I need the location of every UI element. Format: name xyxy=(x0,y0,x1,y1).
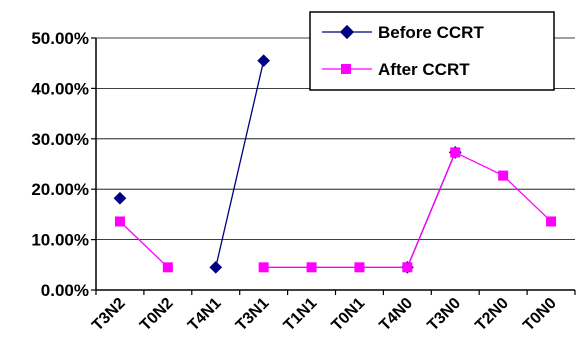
x-tick-label: T2N0 xyxy=(472,295,512,335)
series-layer xyxy=(113,54,557,274)
legend-label-after: After CCRT xyxy=(378,60,470,79)
x-tick-label: T0N2 xyxy=(137,295,177,335)
data-point xyxy=(402,262,413,273)
data-point xyxy=(114,216,125,227)
series-line-segment xyxy=(454,151,504,177)
data-point xyxy=(162,262,173,273)
data-point xyxy=(258,262,269,273)
series-line-segment xyxy=(119,220,169,268)
data-point xyxy=(209,260,223,274)
x-tick-label: T3N0 xyxy=(424,295,464,335)
y-tick-label: 0.00% xyxy=(41,281,89,300)
x-tick-label: T3N2 xyxy=(89,295,129,335)
y-tick-label: 10.00% xyxy=(31,231,89,250)
y-tick-labels: 0.00% 10.00% 20.00% 30.00% 40.00% 50.00% xyxy=(31,29,96,300)
legend-marker-after xyxy=(341,64,351,74)
x-tick-label: T0N1 xyxy=(329,295,369,335)
x-tick-labels: T3N2 T0N2 T4N1 T3N1 T1N1 T0N1 T4N0 T3N0 T2N0 T0N0 xyxy=(89,290,576,335)
data-point xyxy=(546,216,557,227)
series-line-segment xyxy=(406,152,456,268)
data-point xyxy=(450,147,461,158)
x-tick-label: T3N1 xyxy=(233,295,273,335)
series-line-segment xyxy=(215,60,265,268)
legend-label-before: Before CCRT xyxy=(378,23,484,42)
series-line-segment xyxy=(502,175,552,222)
data-point xyxy=(354,262,365,273)
y-tick-label: 20.00% xyxy=(31,180,89,199)
y-tick-label: 40.00% xyxy=(31,79,89,98)
legend-marker-before xyxy=(339,24,355,40)
x-tick-label: T0N0 xyxy=(520,295,560,335)
series-after-ccrt xyxy=(114,147,557,273)
y-tick-label: 30.00% xyxy=(31,130,89,149)
legend-box xyxy=(309,11,555,91)
data-point xyxy=(498,170,509,181)
data-point xyxy=(113,191,127,205)
x-tick-label: T4N0 xyxy=(376,295,416,335)
legend: Before CCRT After CCRT xyxy=(309,11,555,91)
y-tick-label: 50.00% xyxy=(31,29,89,48)
data-point xyxy=(257,54,271,68)
data-point xyxy=(306,262,317,273)
x-tick-label: T1N1 xyxy=(281,295,321,335)
x-tick-label: T4N1 xyxy=(185,295,225,335)
